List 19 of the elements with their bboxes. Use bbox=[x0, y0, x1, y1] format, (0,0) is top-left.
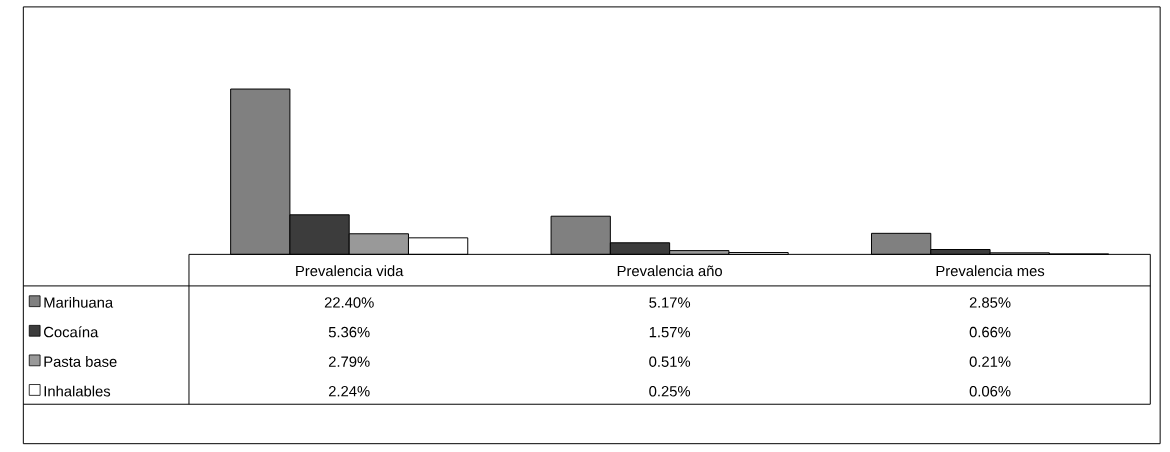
data-label: 1.57% bbox=[649, 327, 691, 338]
legend-label: Cocaína bbox=[44, 326, 99, 338]
data-label: 0.51% bbox=[649, 356, 691, 368]
data-label: 0.66% bbox=[969, 327, 1011, 338]
x-tick-label: Prevalencia mes bbox=[936, 265, 1045, 277]
data-label: 5.36% bbox=[328, 327, 370, 338]
data-label: 0.06% bbox=[969, 386, 1011, 397]
x-tick-label: Prevalencia vida bbox=[296, 265, 404, 277]
data-label: 2.79% bbox=[328, 356, 370, 368]
x-tick-label: Prevalencia año bbox=[617, 265, 723, 277]
legend-label: Pasta base bbox=[44, 356, 117, 368]
data-label: 5.17% bbox=[649, 297, 691, 308]
data-label: 2.85% bbox=[969, 297, 1011, 308]
data-label: 0.21% bbox=[969, 356, 1011, 368]
legend-label: Marihuana bbox=[44, 297, 114, 308]
data-label: 2.24% bbox=[328, 386, 370, 397]
legend-label: Inhalables bbox=[44, 385, 111, 397]
data-label: 0.25% bbox=[649, 386, 691, 397]
data-label: 22.40% bbox=[324, 297, 374, 308]
